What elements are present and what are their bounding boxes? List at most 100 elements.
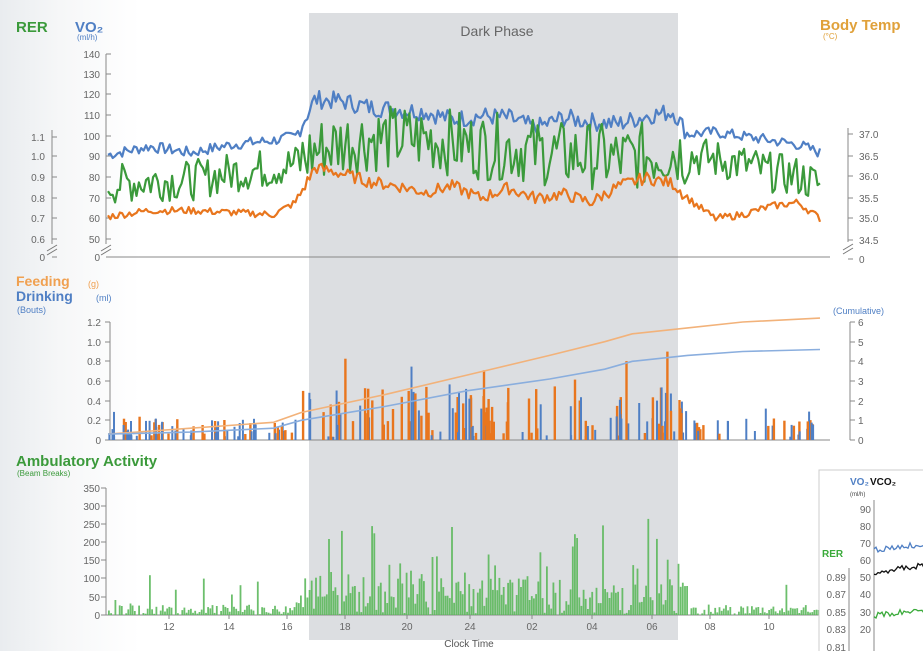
activity-bar — [379, 582, 382, 615]
drinking-bar — [638, 403, 641, 440]
drinking-bar — [468, 398, 471, 440]
activity-bar — [809, 612, 811, 615]
activity-bar — [358, 591, 361, 615]
activity-bar — [718, 607, 721, 615]
feeding-bar — [201, 425, 204, 440]
cumulative-tick-label: 3 — [858, 377, 864, 388]
x-tick-label: 20 — [401, 622, 413, 633]
drinking-bar — [430, 435, 433, 440]
x-tick-label: 04 — [586, 622, 598, 633]
activity-bar — [651, 600, 654, 615]
activity-bar — [427, 607, 430, 615]
activity-bar — [129, 603, 132, 615]
vo2-tick-label: 140 — [83, 50, 100, 61]
activity-title: Ambulatory Activity — [16, 453, 158, 470]
activity-bar — [755, 607, 758, 615]
activity-bar — [811, 612, 814, 615]
activity-bar — [239, 585, 242, 615]
feeding-bar — [643, 433, 647, 440]
feeding-bar — [702, 425, 705, 440]
activity-bar — [610, 592, 613, 615]
cumulative-tick-label: 1 — [858, 416, 864, 427]
drinking-bar — [569, 406, 572, 440]
drinking-bar — [332, 436, 335, 440]
drinking-bar — [233, 426, 236, 440]
activity-bar — [520, 587, 522, 615]
activity-bar — [567, 604, 570, 615]
activity-bar — [552, 582, 555, 615]
activity-bar — [209, 608, 212, 615]
activity-bar — [174, 589, 177, 615]
activity-bar — [813, 610, 816, 615]
bouts-label: (Bouts) — [17, 305, 46, 315]
feeding-bar — [363, 388, 367, 440]
drinking-bar — [154, 418, 157, 440]
activity-bar — [131, 605, 134, 615]
drinking-bar — [254, 424, 257, 440]
activity-bar — [643, 597, 645, 615]
feeding-bar — [290, 432, 294, 440]
temp-axis-break — [842, 243, 854, 251]
feeding-bar — [527, 398, 531, 440]
feeding-bar — [329, 404, 332, 440]
activity-bar — [597, 603, 600, 615]
activity-bar — [164, 611, 166, 615]
activity-bar — [317, 596, 320, 615]
activity-bar — [541, 598, 544, 615]
drinking-bar — [417, 410, 420, 440]
drinking-bar — [359, 405, 362, 440]
rer-axis-break — [46, 244, 58, 252]
inset-rer-tick-label: 0.85 — [827, 608, 847, 619]
activity-bar — [233, 606, 235, 615]
feeding-bar — [431, 430, 434, 440]
activity-bar — [138, 605, 140, 615]
feeding-tick-label: 0 — [95, 436, 101, 447]
activity-bar — [727, 610, 729, 615]
activity-bar — [308, 590, 311, 615]
activity-bar — [455, 582, 458, 615]
feeding-bar — [469, 397, 473, 440]
vo2-tick-label: 80 — [89, 173, 101, 184]
activity-unit: (Beam Breaks) — [17, 469, 71, 478]
vo2-axis-unit: (ml/h) — [77, 33, 98, 42]
feeding-bar — [344, 358, 347, 440]
activity-bar — [345, 595, 348, 615]
inset-vo2-tick-label: 80 — [860, 522, 872, 533]
activity-bar — [243, 609, 246, 615]
feeding-bar — [536, 428, 539, 440]
activity-bar — [181, 610, 184, 615]
inset-line-vco — [873, 562, 923, 576]
activity-bar — [407, 597, 410, 615]
activity-bar — [593, 612, 596, 615]
activity-bar — [170, 607, 173, 615]
activity-bar — [634, 584, 637, 615]
activity-bar — [433, 610, 436, 615]
feeding-bar — [617, 435, 620, 440]
drinking-bar — [660, 387, 663, 440]
activity-bar — [716, 612, 719, 615]
vo2-tick-label: 50 — [89, 235, 101, 246]
drinking-bar — [620, 418, 623, 440]
activity-bar — [589, 597, 591, 615]
vo2-tick-label: 110 — [84, 111, 100, 122]
feeding-bar — [273, 423, 276, 440]
vo2-tick-label: 100 — [83, 132, 100, 143]
activity-bar — [448, 598, 451, 615]
inset-vo2-tick-label: 60 — [860, 556, 872, 567]
activity-bar — [319, 575, 322, 615]
activity-bar — [511, 582, 514, 615]
temp-tick-label: 37.0 — [859, 130, 879, 141]
activity-bar — [459, 591, 462, 615]
activity-bar — [481, 580, 484, 615]
activity-bar — [235, 608, 238, 615]
activity-tick-label: 0 — [94, 611, 100, 622]
activity-bar — [738, 611, 740, 615]
activity-bar — [356, 611, 358, 615]
rer-tick-label: 1.1 — [31, 133, 45, 144]
activity-bar — [539, 552, 542, 615]
inset-line-vo — [873, 541, 923, 553]
activity-bar — [354, 586, 356, 615]
rer-tick-label: 0.7 — [31, 214, 45, 225]
activity-bar — [770, 608, 773, 615]
